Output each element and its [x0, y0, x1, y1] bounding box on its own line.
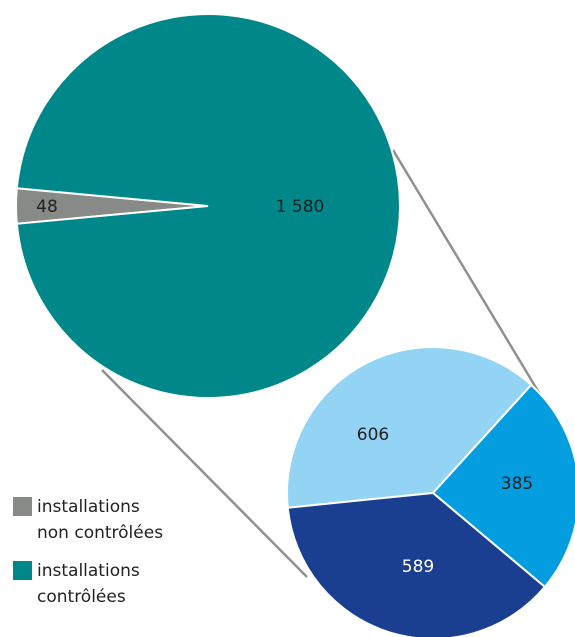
breakdown-pie: 606 385 589 — [286, 346, 575, 637]
breakdown-pie-label-2: 589 — [402, 557, 434, 577]
legend-label-controlees: installations contrôlées — [37, 561, 140, 607]
main-pie-label-1: 1 580 — [276, 197, 325, 217]
breakdown-pie-label-0: 606 — [357, 425, 389, 445]
legend-swatch-non-controlees — [13, 497, 32, 516]
breakdown-pie-slice-2 — [286, 491, 547, 637]
legend-item-controlees: installations contrôlées — [13, 558, 163, 610]
main-pie-slice-1 — [15, 13, 401, 399]
legend: installations non contrôlées installatio… — [13, 494, 163, 610]
breakdown-pie-slice-1 — [431, 383, 575, 589]
legend-label-non-controlees: installations non contrôlées — [37, 497, 164, 543]
connector-line-bottom — [101, 369, 308, 578]
legend-item-non-controlees: installations non contrôlées — [13, 494, 163, 546]
connector-line-top — [391, 149, 543, 397]
breakdown-pie-label-1: 385 — [501, 474, 533, 494]
connector-lines — [101, 149, 543, 578]
main-pie-label-0: 48 — [36, 197, 58, 217]
legend-swatch-controlees — [13, 561, 32, 580]
main-pie: 48 1 580 — [15, 13, 401, 399]
breakdown-pie-slice-0 — [286, 346, 533, 509]
